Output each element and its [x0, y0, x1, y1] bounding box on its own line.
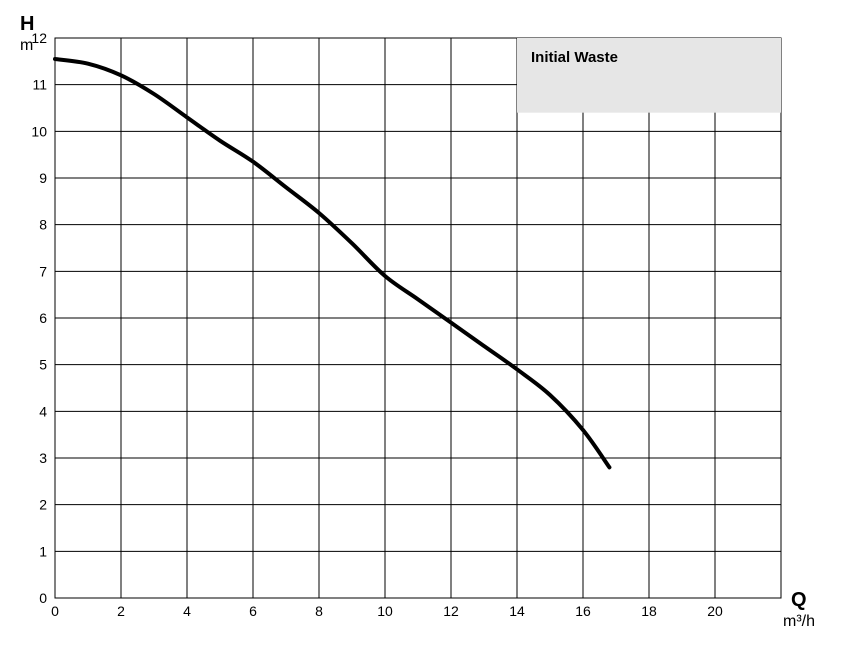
x-tick-label: 8 [315, 603, 323, 619]
x-tick-label: 4 [183, 603, 191, 619]
y-tick-label: 1 [39, 543, 47, 559]
x-tick-label: 12 [443, 603, 459, 619]
y-tick-label: 7 [39, 263, 47, 279]
x-tick-label: 16 [575, 603, 591, 619]
y-tick-label: 9 [39, 170, 47, 186]
legend-label: Initial Waste [531, 49, 618, 66]
x-tick-label: 10 [377, 603, 393, 619]
x-axis-title: Q [791, 589, 807, 611]
y-tick-label: 3 [39, 450, 47, 466]
y-axis-title: H [20, 13, 34, 35]
y-tick-label: 2 [39, 497, 47, 513]
x-tick-label: 6 [249, 603, 257, 619]
y-tick-label: 6 [39, 310, 47, 326]
y-tick-label: 0 [39, 590, 47, 606]
x-tick-label: 18 [641, 603, 657, 619]
x-tick-label: 2 [117, 603, 125, 619]
x-tick-label: 14 [509, 603, 525, 619]
chart-container: 024681012141618200123456789101112Initial… [0, 0, 842, 647]
x-axis-unit: m³/h [783, 613, 815, 630]
y-tick-label: 4 [39, 403, 47, 419]
y-tick-label: 5 [39, 357, 47, 373]
y-axis-unit: m [20, 37, 33, 54]
x-tick-label: 20 [707, 603, 723, 619]
y-tick-label: 10 [31, 123, 47, 139]
y-tick-label: 11 [32, 77, 47, 93]
pump-curve-chart: 024681012141618200123456789101112Initial… [0, 0, 842, 647]
x-tick-label: 0 [51, 603, 59, 619]
y-tick-label: 8 [39, 217, 47, 233]
